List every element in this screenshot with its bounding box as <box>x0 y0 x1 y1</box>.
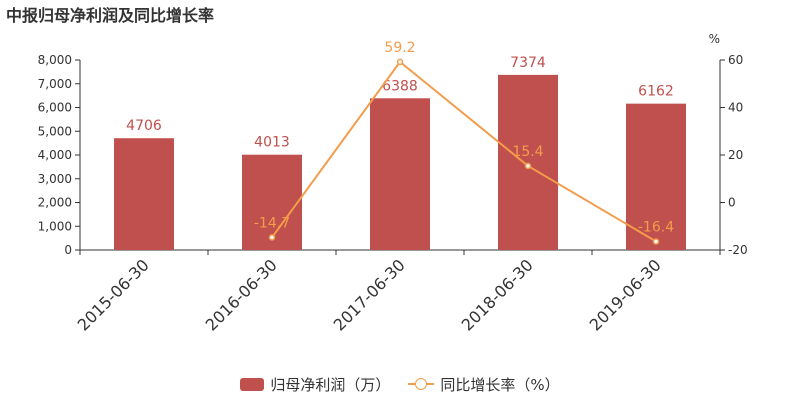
growth-value-label: -16.4 <box>638 219 674 235</box>
y-left-tick-label: 7,000 <box>38 77 72 91</box>
legend-label-profit: 归母净利润（万） <box>270 375 391 394</box>
legend-label-growth: 同比增长率（%） <box>440 375 560 394</box>
y-right-tick-label: 40 <box>728 101 743 115</box>
growth-value-label: 59.2 <box>384 40 415 56</box>
y-left-tick-label: 5,000 <box>38 124 72 138</box>
y-left-tick-label: 0 <box>64 243 72 257</box>
x-tick-label: 2017-06-30 <box>330 255 409 334</box>
bar-value-label: 4706 <box>126 118 162 134</box>
bar-value-label: 4013 <box>254 135 290 151</box>
bar <box>242 154 302 250</box>
x-tick-label: 2016-06-30 <box>202 255 281 334</box>
growth-line <box>271 60 657 243</box>
y-right-tick-label: 60 <box>728 53 743 67</box>
y-left-tick-label: 8,000 <box>38 53 72 67</box>
bar <box>114 138 174 250</box>
y-right-tick-label: -20 <box>728 243 748 257</box>
growth-point <box>652 238 660 245</box>
growth-point <box>524 162 532 170</box>
x-tick-label: 2018-06-30 <box>458 255 537 334</box>
chart-title: 中报归母净利润及同比增长率 <box>6 6 215 25</box>
x-tick-label: 2015-06-30 <box>74 255 153 334</box>
bar-value-label: 7374 <box>510 55 546 71</box>
bar <box>370 98 430 250</box>
y-left-tick-label: 3,000 <box>38 172 72 186</box>
y-left-tick-label: 1,000 <box>38 219 72 233</box>
y-right-tick-label: 20 <box>728 148 743 162</box>
y-right-unit: % <box>709 32 720 46</box>
legend-line-swatch <box>408 377 435 391</box>
legend: 归母净利润（万） 同比增长率（%） <box>0 372 800 396</box>
x-tick-label: 2019-06-30 <box>586 255 665 334</box>
legend-item-profit[interactable]: 归母净利润（万） <box>240 374 390 395</box>
growth-value-label: 15.4 <box>512 144 543 160</box>
growth-point <box>268 234 276 241</box>
y-left-tick-label: 2,000 <box>38 196 72 210</box>
y-left-tick-label: 6,000 <box>38 101 72 115</box>
bar <box>498 74 558 251</box>
y-left-tick-label: 4,000 <box>38 148 72 162</box>
growth-value-label: -14.7 <box>254 215 290 231</box>
legend-bar-swatch <box>240 377 265 391</box>
legend-item-growth[interactable]: 同比增长率（%） <box>408 374 560 395</box>
bar-value-label: 6162 <box>638 84 674 100</box>
y-right-tick-label: 0 <box>728 196 736 210</box>
growth-point <box>396 58 404 66</box>
bar <box>626 103 686 250</box>
bar-value-label: 6388 <box>382 78 418 94</box>
